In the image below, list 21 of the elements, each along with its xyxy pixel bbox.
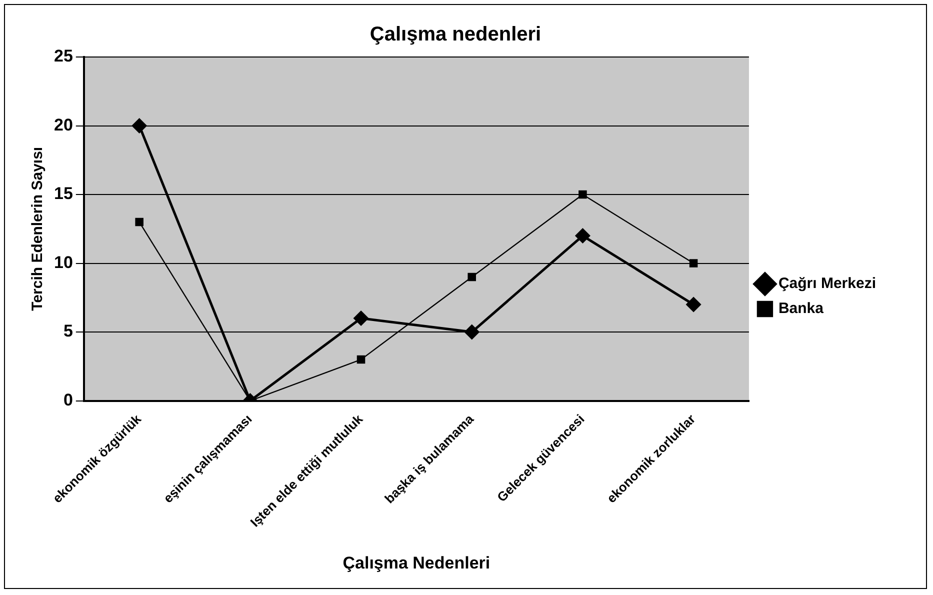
point [575,228,590,244]
y-tick-label: 0 [63,390,73,410]
point [135,218,144,226]
y-tick-label: 15 [54,184,73,204]
point [354,311,368,326]
legend-label: Banka [778,300,824,318]
point [578,190,587,199]
y-tick-label: 20 [54,115,73,134]
chart-title: Çalışma nedenleri [370,24,542,46]
point [464,324,480,340]
y-axis-title: Tercih Edenlerin Sayısı [29,146,46,311]
point [132,118,147,134]
point [356,355,366,364]
y-tick-label: 25 [54,46,73,66]
y-tick-label: 10 [54,252,73,272]
point [468,272,476,282]
point [689,259,698,268]
legend-label: Çağrı Merkezi [778,275,876,292]
point [686,297,701,312]
x-axis-title: Çalışma Nedenleri [342,553,490,572]
y-tick-label: 5 [63,322,73,341]
